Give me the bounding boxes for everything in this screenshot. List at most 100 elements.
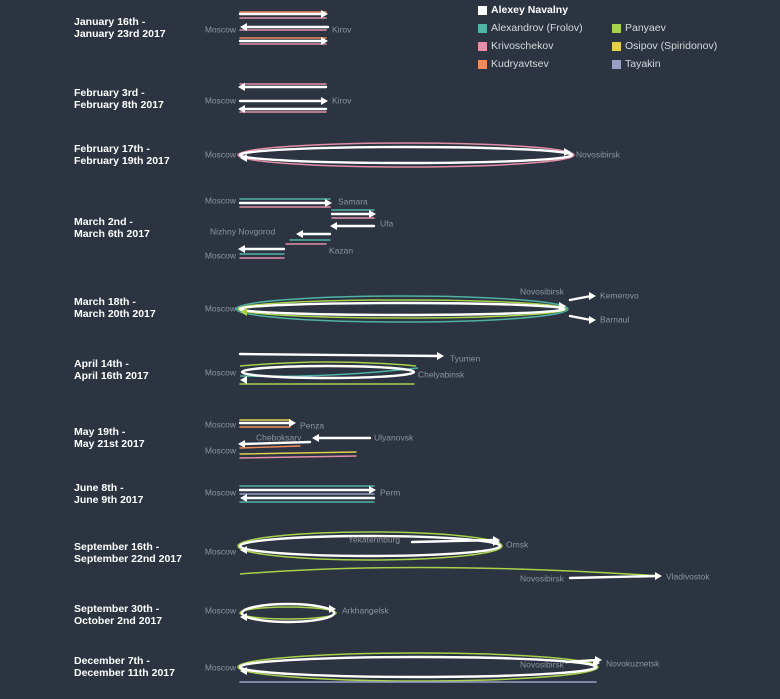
city-label: Novosibirsk — [520, 286, 565, 296]
city-label: Barnaul — [600, 314, 629, 324]
city-label: Novosibirsk — [576, 149, 621, 159]
trip-date-end: June 9th 2017 — [74, 494, 144, 506]
route-arrow-line — [568, 314, 593, 322]
city-label: Yekaterinburg — [348, 534, 400, 544]
route-loop — [238, 145, 574, 165]
trip-date-label: April 14th - April 16th 2017 — [74, 358, 204, 382]
arrow-head — [296, 230, 303, 238]
trip-date-label: March 18th - March 20th 2017 — [74, 296, 204, 320]
trip-date-start: June 8th - — [74, 482, 124, 494]
legend-swatch — [478, 41, 487, 51]
legend-label: Tayakin — [625, 58, 661, 70]
route-arrow-line — [241, 440, 312, 446]
arrow-head — [240, 308, 247, 316]
arrow-head — [369, 210, 376, 218]
legend-swatch — [478, 59, 487, 69]
city-label: Vladivostok — [666, 571, 710, 581]
trip-date-end: March 20th 2017 — [74, 308, 156, 320]
arrow-head — [240, 154, 247, 162]
arrow-head — [240, 546, 247, 554]
route-arrow-line — [564, 658, 599, 664]
city-label: Novosibirsk — [520, 659, 565, 669]
arrow-head — [289, 419, 296, 427]
city-label: Penza — [300, 420, 324, 430]
city-label: Moscow — [205, 605, 237, 615]
legend-swatch — [478, 23, 487, 33]
city-label: Nizhny Novgorod — [210, 226, 275, 236]
trip-date-end: May 21st 2017 — [74, 438, 145, 450]
city-label: Tyumen — [450, 353, 481, 363]
city-label: Cheboksary — [256, 432, 302, 442]
route-loop — [237, 299, 567, 319]
route-loop — [238, 655, 598, 679]
legend-label: Kudryavtsev — [491, 58, 549, 70]
trip-date-end: October 2nd 2017 — [74, 615, 163, 627]
city-label: Moscow — [205, 303, 237, 313]
arrow-head — [655, 572, 662, 580]
trip-date-label: June 8th - June 9th 2017 — [74, 482, 204, 506]
legend-swatch — [612, 23, 621, 33]
route-curve — [239, 566, 661, 577]
arrow-head — [330, 222, 337, 230]
trip-date-start: February 3rd - — [74, 87, 145, 99]
route-loop — [237, 531, 503, 561]
city-label: Moscow — [205, 195, 237, 205]
legend-item-krivoschekov: Krivoschekov — [478, 40, 553, 52]
city-label: Novosibirsk — [520, 573, 565, 583]
trip-date-label: March 2nd - March 6th 2017 — [74, 216, 204, 240]
arrow-head — [493, 536, 500, 544]
route-loop — [239, 606, 337, 620]
arrow-head — [240, 376, 247, 384]
arrow-head — [321, 37, 328, 45]
legend-item-osipov: Osipov (Spiridonov) — [612, 40, 717, 52]
route-line — [239, 451, 357, 455]
city-label: Novokuznetsk — [606, 658, 660, 668]
city-label: Kemerovo — [600, 290, 639, 300]
arrow-head — [595, 656, 602, 664]
route-loop — [240, 364, 416, 380]
trip-date-label: December 7th - December 11th 2017 — [74, 655, 204, 679]
city-label: Moscow — [205, 250, 237, 260]
arrow-head — [240, 494, 247, 502]
trip-date-start: September 16th - — [74, 541, 160, 553]
route-line — [239, 455, 357, 459]
trip-date-label: September 16th - September 22nd 2017 — [74, 541, 204, 565]
city-label: Ufa — [380, 218, 394, 228]
trip-date-start: February 17th - — [74, 143, 150, 155]
route-curve — [239, 361, 417, 367]
city-label: Moscow — [205, 546, 237, 556]
legend: Alexey Navalny Alexandrov (Frolov) Panya… — [478, 4, 778, 74]
route-loop — [238, 301, 566, 317]
route-loop — [240, 602, 336, 624]
trip-date-end: January 23rd 2017 — [74, 28, 166, 40]
trip-date-label: January 16th - January 23rd 2017 — [74, 16, 204, 40]
arrow-head — [329, 605, 336, 613]
arrow-head — [437, 352, 444, 360]
trip-date-end: April 16th 2017 — [74, 370, 149, 382]
arrow-head — [559, 302, 566, 310]
city-label: Kirov — [332, 95, 352, 105]
trip-date-start: December 7th - — [74, 655, 150, 667]
trip-date-label: May 19th - May 21st 2017 — [74, 426, 204, 450]
route-arrow-line — [568, 294, 593, 302]
legend-item-panyaev: Panyaev — [612, 22, 666, 34]
trip-date-start: March 2nd - — [74, 216, 133, 228]
trip-date-start: March 18th - — [74, 296, 136, 308]
legend-swatch — [478, 5, 487, 15]
arrow-head — [238, 105, 245, 113]
city-labels: Moscow Kirov Moscow Kirov Moscow Novosibirsk M… — [205, 24, 710, 672]
city-label: Samara — [338, 196, 368, 206]
arrow-head — [240, 613, 247, 621]
legend-label: Krivoschekov — [491, 40, 554, 52]
legend-label: Panyaev — [625, 22, 666, 34]
legend-swatch — [612, 59, 621, 69]
arrow-head — [238, 245, 245, 253]
arrow-head — [240, 23, 247, 31]
legend-item-alexandrov: Alexandrov (Frolov) — [478, 22, 583, 34]
arrow-head — [321, 10, 328, 18]
trip-date-start: September 30th - — [74, 603, 160, 615]
arrow-head — [589, 316, 596, 324]
city-label: Moscow — [205, 445, 237, 455]
arrow-head — [240, 667, 247, 675]
